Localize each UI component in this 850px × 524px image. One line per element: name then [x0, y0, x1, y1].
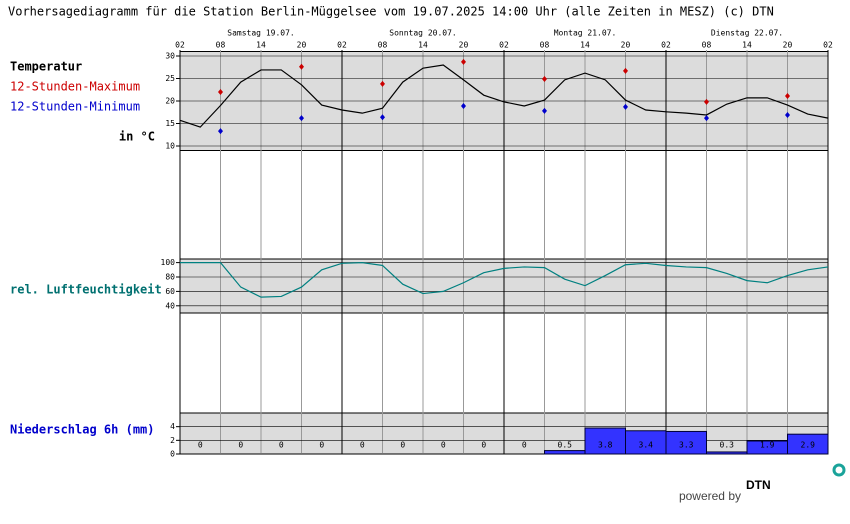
marker — [299, 63, 304, 70]
bar — [706, 451, 748, 455]
day-label: Sonntag 20.07. — [389, 29, 456, 38]
y-tick-label: 30 — [165, 52, 175, 61]
y-tick-label: 20 — [165, 97, 175, 106]
value-label: 3.3 — [679, 441, 694, 450]
value-label: 0 — [238, 441, 243, 450]
logo-dot — [832, 463, 846, 477]
day-label: Montag 21.07. — [554, 29, 617, 38]
y-tick-label: 0 — [170, 450, 175, 459]
x-tick-label: 02 — [175, 41, 185, 50]
value-label: 0.5 — [558, 441, 573, 450]
x-tick-label: 14 — [742, 41, 752, 50]
marker — [704, 98, 709, 105]
logo: DTN — [746, 478, 771, 492]
value-label: 0 — [198, 441, 203, 450]
marker — [218, 128, 223, 135]
day-label: Samstag 19.07. — [227, 29, 294, 38]
value-label: 0 — [481, 441, 486, 450]
y-tick-label: 60 — [165, 287, 175, 296]
value-label: 0.3 — [720, 441, 735, 450]
x-tick-label: 08 — [702, 41, 712, 50]
legend-min: 12-Stunden-Minimum — [10, 100, 140, 114]
bar — [665, 430, 707, 455]
marker — [623, 103, 628, 110]
x-tick-label: 02 — [337, 41, 347, 50]
x-tick-label: 14 — [580, 41, 590, 50]
marker — [380, 80, 385, 87]
y-tick-label: 100 — [161, 258, 176, 267]
marker — [218, 89, 223, 95]
line — [180, 261, 829, 298]
x-tick-label: 14 — [256, 41, 266, 50]
marker — [542, 107, 547, 114]
x-tick-label: 02 — [499, 41, 509, 50]
x-tick-label: 20 — [621, 41, 631, 50]
temp-label: Temperatur — [10, 60, 82, 74]
marker — [623, 67, 628, 74]
x-tick-label: 08 — [378, 41, 388, 50]
humidity-label: rel. Luftfeuchtigkeit — [10, 283, 162, 297]
title: Vorhersagediagramm für die Station Berli… — [8, 5, 774, 19]
value-label: 0 — [360, 441, 365, 450]
x-tick-label: 20 — [459, 41, 469, 50]
bar — [584, 427, 626, 455]
marker — [299, 115, 304, 122]
y-tick-label: 4 — [170, 422, 175, 431]
x-tick-label: 20 — [783, 41, 793, 50]
y-tick-label: 40 — [165, 301, 175, 310]
marker — [704, 115, 709, 122]
x-tick-label: 02 — [661, 41, 671, 50]
y-tick-label: 80 — [165, 273, 175, 282]
value-label: 1.9 — [760, 441, 775, 450]
value-label: 0 — [319, 441, 324, 450]
legend-max: 12-Stunden-Maximum — [10, 80, 140, 94]
value-label: 0 — [279, 441, 284, 450]
x-tick-label: 08 — [540, 41, 550, 50]
value-label: 0 — [522, 441, 527, 450]
marker — [461, 58, 466, 65]
value-label: 0 — [400, 441, 405, 450]
marker — [380, 114, 385, 121]
marker — [461, 102, 466, 109]
x-tick-label: 14 — [418, 41, 428, 50]
line — [179, 64, 829, 128]
precip-label: Niederschlag 6h (mm) — [10, 423, 155, 437]
powered-by: powered by — [679, 489, 741, 503]
value-label: 2.9 — [801, 441, 816, 450]
x-tick-label: 20 — [297, 41, 307, 50]
x-tick-label: 08 — [216, 41, 226, 50]
marker — [785, 93, 790, 100]
y-tick-label: 2 — [170, 436, 175, 445]
bar — [544, 450, 586, 455]
bar — [787, 433, 829, 455]
value-label: 3.8 — [598, 441, 613, 450]
marker — [542, 75, 547, 82]
day-label: Dienstag 22.07. — [711, 29, 783, 38]
y-tick-label: 25 — [165, 74, 175, 83]
marker — [785, 111, 790, 118]
value-label: 0 — [441, 441, 446, 450]
y-tick-label: 15 — [165, 119, 175, 128]
y-tick-label: 10 — [165, 142, 175, 151]
value-label: 3.4 — [639, 441, 654, 450]
y-label: in °C — [119, 130, 155, 144]
x-tick-label: 02 — [823, 41, 833, 50]
